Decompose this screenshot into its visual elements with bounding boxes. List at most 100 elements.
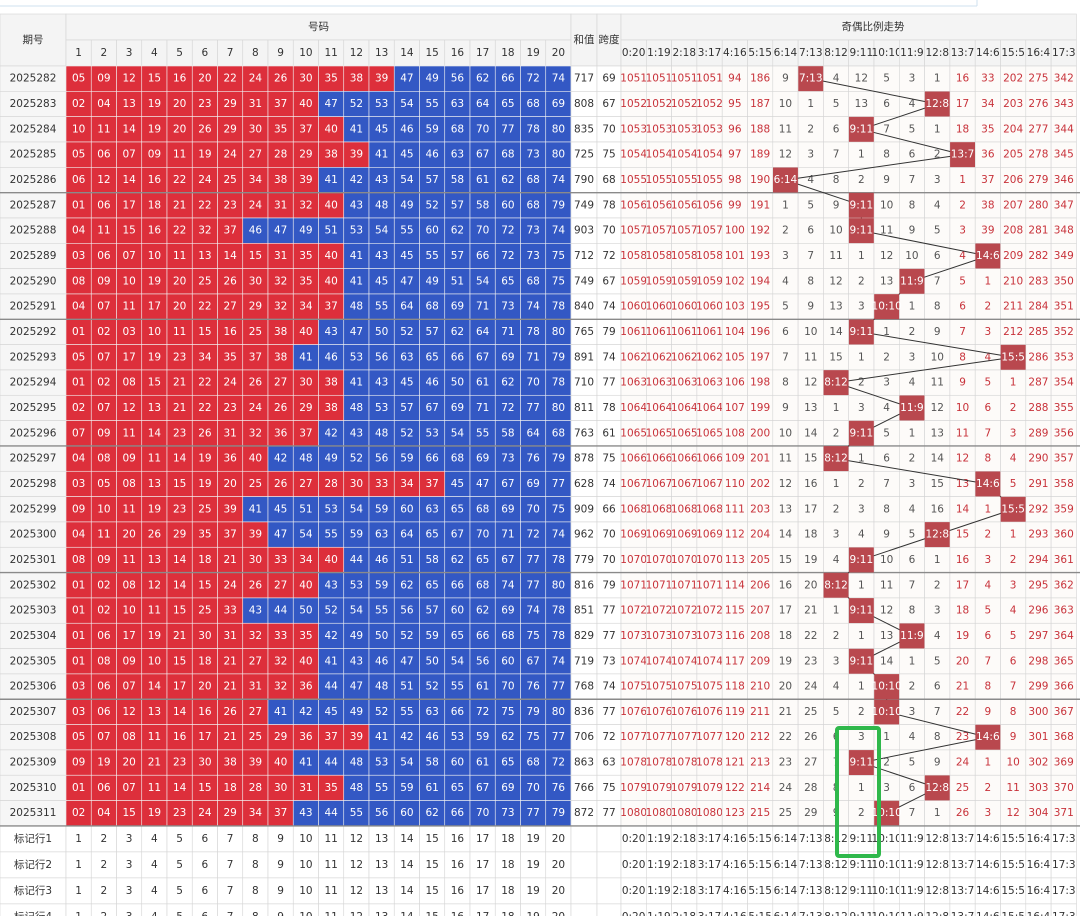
miss-count: 3 (833, 529, 840, 541)
miss-count: 1052 (696, 98, 723, 110)
miss-count: 105 (725, 351, 745, 363)
cell (596, 116, 622, 143)
cell (1025, 141, 1052, 168)
miss-count: 1072 (620, 605, 647, 617)
drawn-number: 78 (552, 301, 565, 313)
miss-count: 123 (725, 807, 745, 819)
miss-count: 1067 (620, 478, 647, 490)
cell (747, 243, 774, 269)
miss-count: 1051 (646, 73, 673, 85)
cell (671, 318, 698, 345)
footer-number: 9 (277, 833, 284, 845)
miss-count: 9 (909, 225, 916, 237)
drawn-number: 13 (148, 478, 161, 490)
cell (671, 243, 698, 269)
drawn-number: 69 (451, 301, 464, 313)
cell (645, 116, 672, 143)
miss-count: 1069 (620, 529, 647, 541)
drawn-number: 11 (173, 250, 186, 262)
drawn-number: 12 (97, 174, 110, 186)
span: 66 (602, 503, 616, 515)
drawn-number: 64 (526, 427, 540, 439)
drawn-number: 64 (476, 98, 490, 110)
drawn-number: 63 (375, 529, 388, 541)
drawn-number: 01 (72, 326, 85, 338)
drawn-number: 73 (501, 807, 514, 819)
cell (721, 243, 748, 269)
footer-ratio: 3:17 (698, 833, 722, 845)
sum: 749 (574, 275, 594, 287)
footer-number: 3 (126, 859, 133, 871)
cell (848, 293, 875, 320)
miss-count: 10 (779, 98, 792, 110)
miss-count: 1073 (620, 630, 647, 642)
miss-count: 29 (804, 807, 817, 819)
miss-count: 4 (1010, 605, 1017, 617)
miss-count: 26 (956, 807, 970, 819)
drawn-number: 43 (350, 655, 363, 667)
drawn-number: 01 (72, 579, 85, 591)
cell (1000, 243, 1027, 269)
drawn-number: 40 (324, 554, 337, 566)
miss-count: 3 (909, 706, 916, 718)
drawn-number: 01 (72, 605, 85, 617)
drawn-number: 48 (350, 757, 363, 769)
issue: 2025298 (10, 478, 57, 490)
cell (949, 217, 976, 244)
drawn-number: 79 (552, 807, 565, 819)
miss-count: 1057 (671, 225, 698, 237)
miss-count: 5 (909, 529, 916, 541)
drawn-number: 64 (400, 529, 414, 541)
cell (217, 141, 244, 168)
cell (949, 293, 976, 320)
cell (1050, 167, 1077, 193)
cell (0, 141, 67, 168)
miss-count: 8 (934, 731, 941, 743)
miss-count: 294 (1028, 554, 1048, 566)
cell (116, 167, 143, 193)
footer-ratio: 11:9 (900, 859, 924, 871)
cell (191, 217, 218, 244)
drawn-number: 77 (552, 731, 565, 743)
miss-count: 300 (1028, 706, 1048, 718)
cell (1025, 91, 1052, 117)
drawn-number: 48 (350, 301, 363, 313)
cell (747, 192, 774, 219)
issue: 2025309 (10, 757, 57, 769)
drawn-number: 80 (552, 326, 565, 338)
miss-count: 15 (829, 351, 842, 363)
miss-count: 23 (779, 757, 792, 769)
miss-count: 7 (833, 149, 840, 161)
ratio-hit: 14:6 (976, 250, 1000, 262)
drawn-number: 07 (122, 149, 135, 161)
miss-count: 10 (905, 250, 918, 262)
miss-count: 4 (909, 98, 916, 110)
miss-count: 1062 (671, 351, 698, 363)
miss-count: 1075 (646, 681, 673, 693)
drawn-number: 19 (97, 757, 110, 769)
drawn-number: 43 (324, 579, 337, 591)
number-col-label: 10 (299, 47, 312, 59)
miss-count: 7 (1010, 681, 1017, 693)
drawn-number: 43 (375, 250, 388, 262)
miss-count: 9 (807, 301, 814, 313)
cell (570, 192, 598, 219)
footer-number: 19 (526, 885, 539, 897)
cell (924, 217, 951, 244)
drawn-number: 38 (350, 73, 363, 85)
drawn-number: 35 (299, 250, 312, 262)
footer-ratio: 11:9 (900, 885, 924, 897)
drawn-number: 69 (501, 782, 514, 794)
cell (873, 167, 900, 193)
drawn-number: 25 (223, 174, 236, 186)
miss-count: 188 (750, 123, 770, 135)
cell (343, 243, 370, 269)
drawn-number: 72 (501, 250, 514, 262)
cell (671, 268, 698, 295)
ratio-hit: 8:12 (824, 453, 848, 465)
miss-count: 3 (959, 225, 966, 237)
miss-count: 1058 (646, 250, 673, 262)
drawn-number: 55 (425, 250, 438, 262)
drawn-number: 68 (476, 503, 489, 515)
drawn-number: 46 (425, 149, 439, 161)
